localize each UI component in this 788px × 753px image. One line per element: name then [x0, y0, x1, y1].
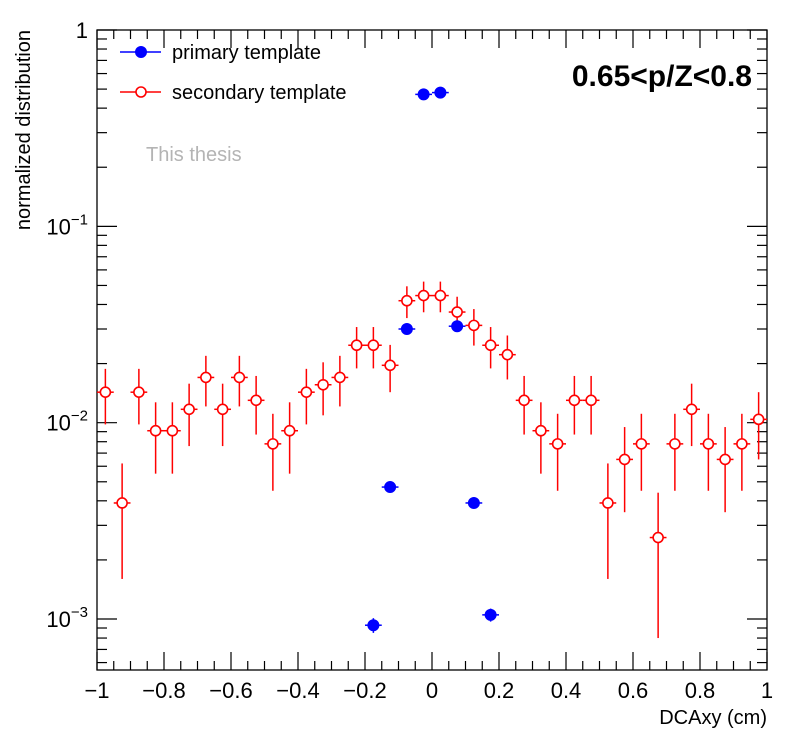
data-point — [618, 453, 631, 466]
data-point — [133, 386, 145, 398]
data-point — [166, 424, 179, 437]
legend-entry-secondary: secondary template — [120, 82, 347, 104]
plot-frame — [96, 29, 768, 671]
data-point — [685, 403, 698, 416]
x-tick-label: −0.4 — [276, 678, 319, 703]
data-point — [602, 497, 614, 509]
data-point — [468, 319, 480, 332]
data-point — [283, 424, 296, 437]
x-tick-label: −0.6 — [209, 678, 252, 703]
x-tick-label: 0.2 — [484, 678, 515, 703]
data-point — [350, 339, 363, 352]
legend-entry-primary: primary template — [120, 42, 321, 64]
series-secondary — [97, 281, 767, 639]
data-point — [367, 619, 380, 632]
y-axis-title: normalized distribution — [13, 30, 35, 230]
data-point — [300, 386, 313, 398]
y-axis-ticks: 1 10−1 10−2 10−3 — [46, 18, 767, 664]
x-tick-label: −0.8 — [142, 678, 185, 703]
data-point — [367, 339, 380, 352]
data-point — [99, 386, 112, 398]
x-tick-label: −0.2 — [343, 678, 386, 703]
legend-secondary-marker — [135, 86, 147, 98]
x-axis-ticks: −1 −0.8 −0.6 −0.4 −0.2 0 0.2 0.4 0.6 0.8 1 — [84, 30, 773, 703]
data-point — [652, 531, 664, 544]
data-point — [669, 438, 681, 450]
data-point — [400, 323, 413, 336]
series-primary — [365, 86, 499, 633]
data-point — [719, 453, 731, 466]
data-point — [267, 438, 279, 450]
data-point — [451, 306, 463, 318]
data-point — [451, 320, 464, 333]
data-point — [501, 348, 514, 361]
data-point — [702, 438, 715, 450]
x-tick-label: −1 — [84, 678, 109, 703]
y-tick-label: 1 — [76, 18, 88, 43]
data-point — [434, 86, 447, 99]
data-point — [551, 438, 564, 450]
data-point — [183, 403, 195, 416]
y-tick-label: 10−1 — [46, 211, 88, 239]
x-tick-label: 0 — [426, 678, 438, 703]
data-point — [216, 403, 229, 416]
data-point — [752, 413, 765, 426]
x-tick-label: 1 — [761, 678, 773, 703]
data-point — [518, 394, 530, 407]
legend-primary-label: primary template — [172, 42, 321, 64]
data-point — [116, 497, 128, 509]
legend-secondary-label: secondary template — [172, 82, 347, 104]
data-point — [535, 424, 547, 437]
x-tick-label: 0.8 — [685, 678, 716, 703]
data-point — [149, 424, 162, 437]
data-point — [233, 371, 246, 384]
data-point — [635, 438, 648, 450]
watermark-label: This thesis — [146, 144, 242, 166]
data-point — [334, 371, 346, 384]
data-point — [484, 608, 497, 621]
data-point — [484, 339, 497, 352]
data-point — [401, 294, 413, 307]
data-point — [568, 394, 581, 407]
data-point — [200, 371, 212, 384]
y-tick-label: 10−3 — [46, 604, 88, 632]
legend-primary-marker — [135, 46, 147, 58]
data-point — [417, 88, 430, 101]
data-point — [736, 438, 748, 450]
momentum-range-annotation: 0.65<p/Z<0.8 — [572, 60, 752, 93]
data-series — [97, 86, 767, 639]
data-point — [417, 289, 430, 302]
data-point — [250, 394, 262, 407]
data-point — [585, 394, 597, 407]
y-tick-label: 10−2 — [46, 408, 88, 436]
data-point — [384, 481, 397, 494]
x-tick-label: 0.4 — [551, 678, 582, 703]
legend: primary template secondary template — [120, 42, 347, 104]
x-tick-label: 0.6 — [618, 678, 649, 703]
x-axis-title: DCAxy (cm) — [659, 707, 767, 729]
data-point — [317, 378, 329, 391]
data-point — [384, 359, 396, 372]
data-point — [467, 496, 480, 509]
data-point — [434, 289, 447, 302]
